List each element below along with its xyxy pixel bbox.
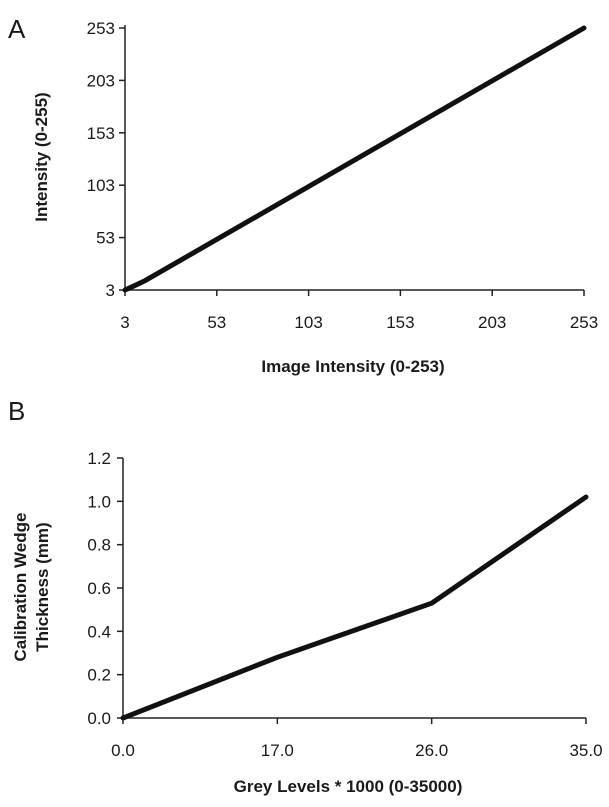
panel-a-y-tick-label: 253 — [87, 19, 115, 38]
panel-b-x-tick-label: 0.0 — [111, 741, 135, 760]
panel-a-x-ticks: 3 53 103 153 203 253 — [120, 290, 598, 332]
panel-b-x-tick-label: 17.0 — [261, 741, 294, 760]
panel-b-x-ticks: 0.0 17.0 26.0 35.0 — [111, 718, 603, 760]
panel-a-chart: A 3 53 103 153 203 253 3 53 103 153 203 253 Image … — [8, 14, 598, 376]
panel-b-y-tick-label: 0.4 — [87, 622, 111, 641]
panel-a-series-line — [122, 25, 587, 293]
panel-a-y-ticks: 3 53 103 153 203 253 — [87, 19, 125, 300]
panel-a-y-tick-label: 203 — [87, 71, 115, 90]
panel-a-letter: A — [8, 14, 26, 44]
panel-b-letter: B — [8, 396, 25, 426]
panel-a-x-axis-title: Image Intensity (0-253) — [261, 357, 444, 376]
panel-b-y-tick-label: 0.8 — [87, 536, 111, 555]
panel-a-y-tick-label: 103 — [87, 176, 115, 195]
panel-b-y-ticks: 0.0 0.2 0.4 0.6 0.8 1.0 1.2 — [87, 449, 123, 728]
panel-a-x-tick-label: 253 — [570, 313, 598, 332]
panel-b-x-axis-title: Grey Levels * 1000 (0-35000) — [234, 777, 463, 796]
panel-a-x-tick-label: 103 — [294, 313, 322, 332]
panel-b-y-tick-label: 1.0 — [87, 492, 111, 511]
panel-b-y-axis-title-line-1: Calibration Wedge — [11, 513, 30, 662]
panel-b-y-tick-label: 0.2 — [87, 666, 111, 685]
panel-a-y-axis-title: Intensity (0-255) — [32, 92, 51, 221]
panel-a-y-tick-label: 3 — [106, 281, 115, 300]
panel-b-y-tick-label: 1.2 — [87, 449, 111, 468]
panel-b-x-tick-label: 26.0 — [415, 741, 448, 760]
panel-b-y-axis-title-line-2: Thickness (mm) — [33, 522, 52, 651]
panel-b-series-line — [120, 494, 589, 721]
panel-b-y-axis-title: Calibration Wedge Thickness (mm) — [11, 513, 52, 662]
panel-b-x-tick-label: 35.0 — [569, 741, 602, 760]
panel-b-y-tick-label: 0.0 — [87, 709, 111, 728]
panel-a-x-tick-label: 3 — [120, 313, 129, 332]
panel-a-x-tick-label: 153 — [386, 313, 414, 332]
panel-a-x-tick-label: 53 — [207, 313, 226, 332]
panel-a-y-tick-label: 153 — [87, 124, 115, 143]
panel-a-y-tick-label: 53 — [96, 229, 115, 248]
panel-a-x-tick-label: 203 — [478, 313, 506, 332]
panel-b-chart: B 0.00.20.40.60.81.01.2 0.0 17.0 26.0 35.0 … — [8, 396, 603, 796]
panel-b-y-tick-label: 0.6 — [87, 579, 111, 598]
